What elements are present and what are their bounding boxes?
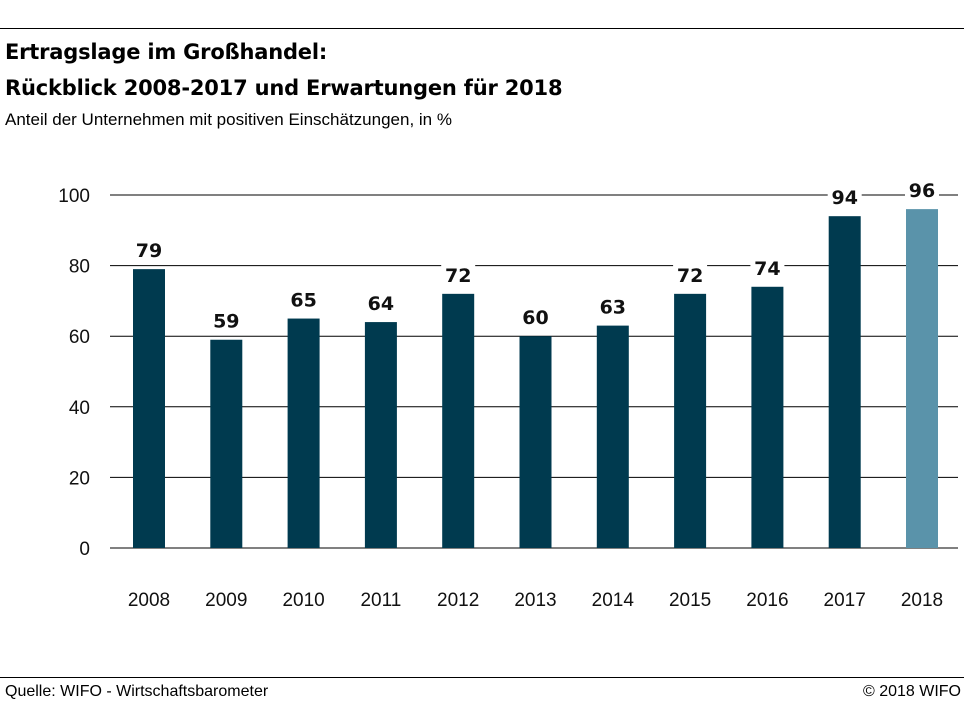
chart-title-line-1: Ertragslage im Großhandel: [5, 40, 328, 64]
x-tick-label-2010: 2010 [282, 590, 324, 611]
value-label-2010: 65 [290, 290, 316, 312]
value-label-bg [673, 261, 708, 288]
bar-2009 [210, 339, 243, 548]
value-label-bg [363, 290, 398, 317]
y-tick-label: 20 [69, 468, 90, 489]
source-note: Quelle: WIFO - Wirtschaftsbarometer [5, 683, 269, 700]
value-label-bg [905, 177, 939, 204]
x-tick-label-2012: 2012 [437, 590, 479, 611]
bar-2010 [287, 318, 320, 548]
bar-2015 [674, 293, 707, 548]
x-tick-label-2015: 2015 [669, 590, 711, 611]
value-label-2011: 64 [368, 293, 394, 315]
x-tick-label-2017: 2017 [824, 590, 866, 611]
bar-2012 [442, 293, 475, 548]
value-label-2008: 79 [136, 240, 162, 262]
bottom-rule [0, 677, 964, 678]
value-label-bg [827, 184, 862, 211]
value-label-bg [750, 254, 785, 281]
bar-2014 [596, 325, 629, 548]
y-tick-label: 100 [58, 186, 90, 207]
value-label-bg [441, 261, 476, 288]
bar-2017 [828, 216, 861, 548]
bar-2011 [364, 322, 397, 548]
chart-title-line-2: Rückblick 2008-2017 und Erwartungen für … [5, 76, 563, 100]
value-label-2015: 72 [677, 265, 703, 287]
bar-2018 [906, 209, 938, 548]
x-tick-label-2013: 2013 [514, 590, 556, 611]
top-rule [0, 28, 964, 29]
bar-2016 [751, 286, 784, 548]
value-label-2017: 94 [831, 187, 857, 209]
value-label-bg [132, 237, 166, 264]
value-label-2016: 74 [754, 258, 780, 280]
x-tick-label-2009: 2009 [205, 590, 247, 611]
value-label-bg [595, 293, 630, 320]
y-tick-label: 80 [69, 257, 90, 278]
x-tick-label-2014: 2014 [592, 590, 635, 611]
bar-chart: 0 20 40 60 80 100 79 2008 59 2009 65 2010 64 2011 72 20… [58, 177, 958, 611]
copyright-note: © 2018 WIFO [862, 683, 961, 700]
bar-2013 [519, 336, 552, 548]
value-label-bg [286, 286, 321, 313]
x-tick-label-2016: 2016 [746, 590, 788, 611]
y-tick-label: 40 [69, 398, 90, 419]
x-tick-label-2011: 2011 [360, 590, 401, 611]
value-label-2014: 63 [600, 297, 626, 319]
chart-subtitle: Anteil der Unternehmen mit positiven Ein… [5, 110, 452, 129]
value-label-2009: 59 [213, 311, 239, 333]
value-label-bg [518, 304, 553, 331]
value-label-2012: 72 [445, 265, 471, 287]
value-label-bg [209, 307, 244, 334]
bar-2008 [133, 269, 165, 548]
x-tick-label-2018: 2018 [901, 590, 943, 611]
value-label-2013: 60 [522, 307, 548, 329]
x-tick-label-2008: 2008 [128, 590, 170, 611]
y-tick-label: 0 [79, 539, 90, 560]
value-label-2018: 96 [909, 180, 935, 202]
y-tick-label: 60 [69, 327, 90, 348]
